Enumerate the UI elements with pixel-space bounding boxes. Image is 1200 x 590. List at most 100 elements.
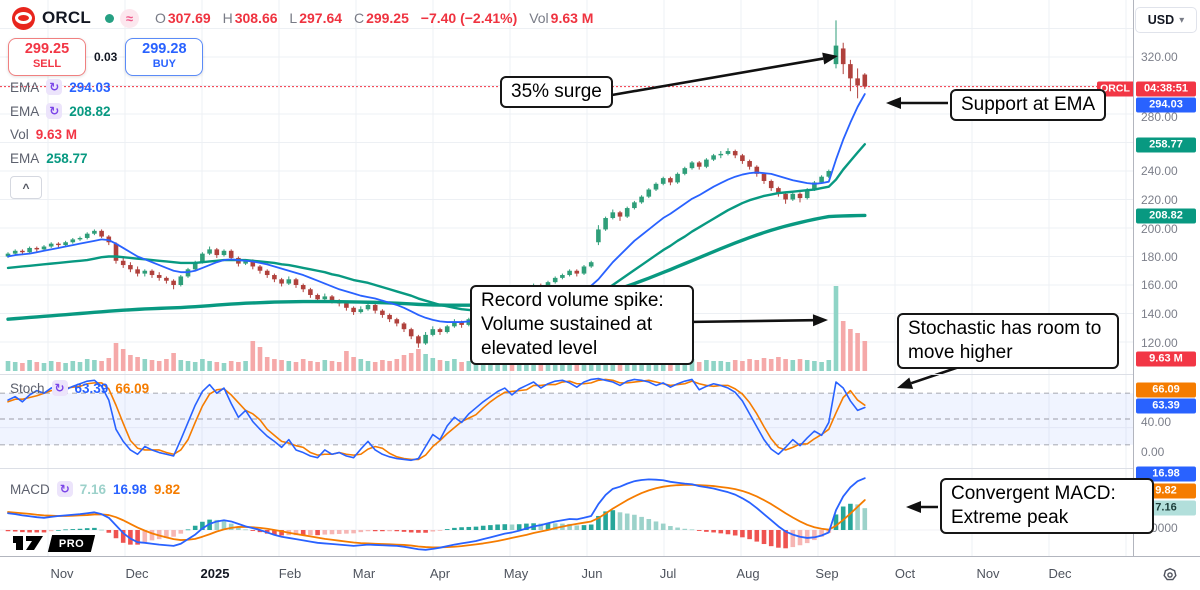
ema-50-line <box>6 143 866 314</box>
macd-line <box>7 477 866 551</box>
volume-label: Vol <box>529 10 549 26</box>
legend-ema-slow[interactable]: EMA ↻ 208.82 <box>10 103 111 119</box>
price-value-label: 9.63 M <box>1136 351 1196 367</box>
time-axis-label: Aug <box>736 566 760 581</box>
tradingview-logo[interactable]: PRO <box>12 534 96 552</box>
macd-label: MACD <box>10 481 50 497</box>
ema-label: EMA <box>10 151 40 166</box>
sell-button[interactable]: 299.25 SELL <box>8 38 86 76</box>
tradingview-mark-icon <box>13 536 43 550</box>
annotation-macd[interactable]: Convergent MACD: Extreme peak <box>940 478 1154 534</box>
spread-value: 0.03 <box>94 50 118 64</box>
axis-tick: 160.00 <box>1141 278 1178 292</box>
annotation-stochastic[interactable]: Stochastic has room to move higher <box>897 313 1119 369</box>
currency-selector[interactable]: USD ▾ <box>1135 7 1197 33</box>
axis-tick: 320.00 <box>1141 50 1178 64</box>
symbol-name[interactable]: ORCL <box>42 8 91 27</box>
annotation-support[interactable]: Support at EMA <box>950 89 1107 121</box>
vol-value: 9.63 M <box>35 127 78 142</box>
time-axis-label: Apr <box>429 566 451 581</box>
high-value: 308.66 <box>234 10 278 26</box>
countdown-symbol-label: ORCL <box>1097 81 1133 97</box>
axis-settings-gear-icon[interactable] <box>1160 566 1180 590</box>
ema-mid-value: 258.77 <box>46 151 88 166</box>
axis-tick: 220.00 <box>1141 193 1178 207</box>
time-axis-label: May <box>503 566 529 581</box>
low-value: 297.64 <box>299 10 343 26</box>
price-value-label: 66.09 <box>1136 382 1196 398</box>
buy-label: BUY <box>152 58 176 70</box>
market-open-dot-icon <box>104 13 114 23</box>
legend-volume[interactable]: Vol 9.63 M <box>10 127 77 142</box>
collapse-legend-button[interactable]: ^ <box>10 176 42 199</box>
macd-histogram <box>5 503 868 549</box>
price-value-label: 63.39 <box>1136 398 1196 414</box>
stoch-k-value: 63.39 <box>74 380 109 396</box>
sell-label: SELL <box>32 58 62 70</box>
pane-divider[interactable] <box>0 374 1133 375</box>
macd-line-value: 16.98 <box>113 481 147 497</box>
axis-tick: 0.00 <box>1141 445 1165 459</box>
time-axis-label: 2025 <box>200 566 230 581</box>
price-value-label: 294.03 <box>1136 97 1196 113</box>
axis-tick: 180.00 <box>1141 250 1178 264</box>
time-axis-label: Jun <box>581 566 603 581</box>
symbol-toolbar: ORCL ≈ O 307.69 H 308.66 L 297.64 C 299.25 −… <box>0 0 595 36</box>
loading-icon: ↻ <box>56 481 73 497</box>
annotation-volume[interactable]: Record volume spike: Volume sustained at… <box>470 285 694 365</box>
axis-tick: 200.00 <box>1141 222 1178 236</box>
annotation-surge[interactable]: 35% surge <box>500 76 613 108</box>
order-panel: 299.25 SELL 0.03 299.28 BUY <box>8 38 204 76</box>
legend-stochastic[interactable]: Stoch ↻ 63.39 66.09 <box>10 380 149 396</box>
macd-signal-line <box>7 483 866 549</box>
price-value-label: 16.98 <box>1136 466 1196 482</box>
macd-hist-value: 7.16 <box>79 481 107 497</box>
candlestick-series <box>5 20 868 348</box>
oracle-logo-icon <box>12 6 35 30</box>
time-axis-label: Feb <box>278 566 302 581</box>
legend-macd[interactable]: MACD ↻ 7.16 16.98 9.82 <box>10 481 180 497</box>
axis-tick: 280.00 <box>1141 110 1178 124</box>
ohlc-readout: O 307.69 H 308.66 L 297.64 C 299.25 −7.40 (−… <box>155 10 596 26</box>
loading-icon: ↻ <box>46 79 63 95</box>
buy-button[interactable]: 299.28 BUY <box>125 38 204 76</box>
axis-tick: 240.00 <box>1141 164 1178 178</box>
time-axis-label: Jul <box>659 566 677 581</box>
chevron-down-icon: ▾ <box>1179 14 1185 26</box>
time-axis-label: Mar <box>352 566 376 581</box>
open-label: O <box>154 10 166 26</box>
close-value: 299.25 <box>366 10 409 26</box>
pane-divider[interactable] <box>0 468 1133 469</box>
volume-value: 9.63 M <box>550 10 594 26</box>
time-axis-line <box>0 556 1200 557</box>
close-label: C <box>353 10 365 26</box>
stoch-k-line <box>7 377 866 462</box>
time-axis-label: Nov <box>976 566 1000 581</box>
ema-label: EMA <box>10 103 40 119</box>
legend-ema-fast[interactable]: EMA ↻ 294.03 <box>10 79 111 95</box>
loading-icon: ↻ <box>51 380 68 396</box>
legend-ema-mid[interactable]: EMA 258.77 <box>10 151 88 166</box>
axis-tick: 40.00 <box>1141 415 1172 429</box>
annotation-arrows <box>611 52 963 513</box>
change-value: −7.40 (−2.41%) <box>420 10 518 26</box>
macd-signal-value: 9.82 <box>153 481 181 497</box>
volume-bars <box>5 286 868 371</box>
time-axis-label: Oct <box>894 566 916 581</box>
time-axis-label: Sep <box>815 566 839 581</box>
delayed-data-icon[interactable]: ≈ <box>119 8 139 28</box>
sell-price: 299.25 <box>24 41 70 57</box>
buy-price: 299.28 <box>142 41 187 57</box>
price-value-label: 258.77 <box>1136 137 1196 153</box>
price-axis-line <box>1133 0 1134 556</box>
ema-fast-value: 294.03 <box>69 79 111 95</box>
ema-slow-value: 208.82 <box>69 103 111 119</box>
time-axis-label: Nov <box>50 566 74 581</box>
axis-tick: 120.00 <box>1141 336 1178 350</box>
open-value: 307.69 <box>167 10 211 26</box>
currency-label: USD <box>1147 13 1175 27</box>
time-axis-label: Dec <box>125 566 149 581</box>
stoch-label: Stoch <box>10 380 45 396</box>
